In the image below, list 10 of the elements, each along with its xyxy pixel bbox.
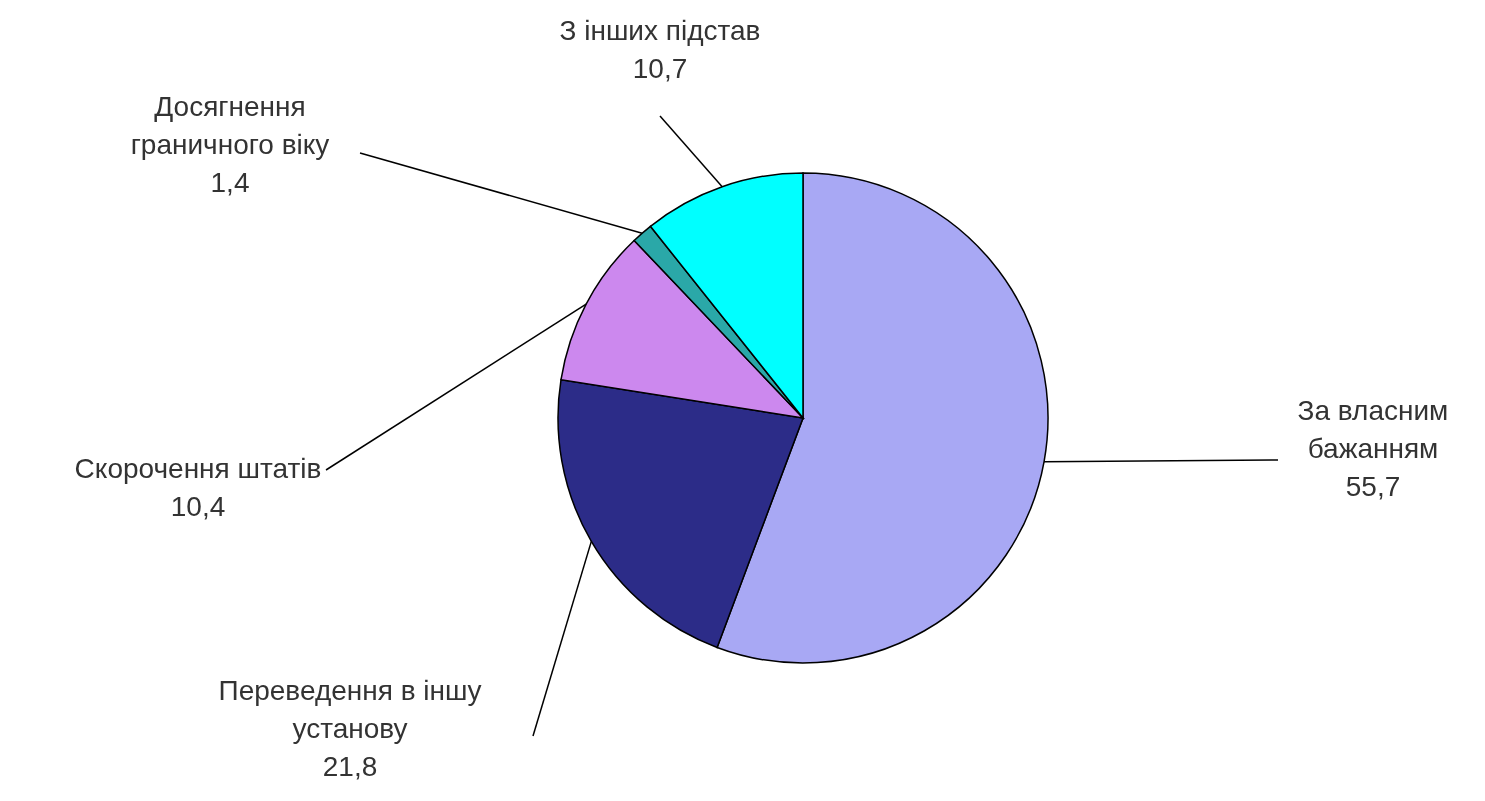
slice-label: За власним бажанням: [1297, 395, 1449, 464]
slice-label: Переведення в іншу установу: [218, 675, 482, 744]
slice-label: З інших підстав: [559, 15, 761, 46]
data-label: 10,4: [170, 491, 226, 522]
slice-label: Скорочення штатів: [74, 453, 322, 484]
slice-label: Досягнення граничного віку: [130, 91, 330, 160]
data-label: 55,7: [1345, 471, 1401, 502]
data-label: 21,8: [322, 751, 378, 782]
data-label: 10,7: [632, 53, 688, 84]
data-label: 1,4: [210, 167, 250, 198]
